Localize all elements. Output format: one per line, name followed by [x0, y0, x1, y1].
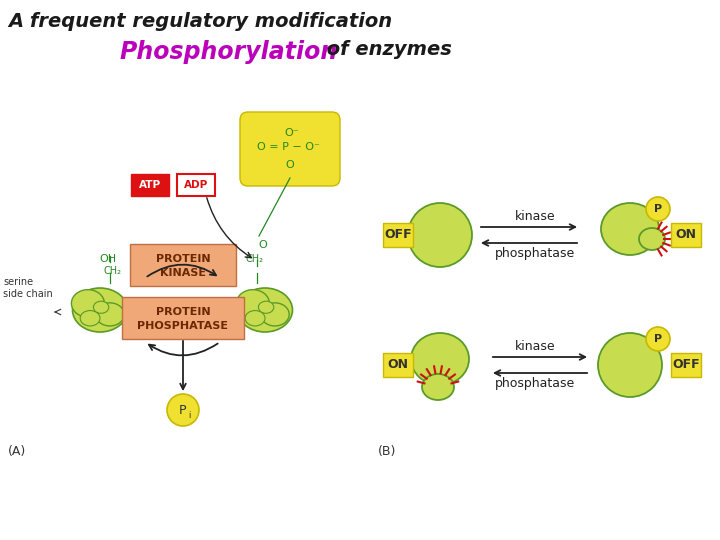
- Text: phosphatase: phosphatase: [495, 377, 575, 390]
- FancyBboxPatch shape: [122, 297, 244, 339]
- Circle shape: [167, 394, 199, 426]
- Ellipse shape: [422, 374, 454, 400]
- FancyBboxPatch shape: [177, 174, 215, 196]
- Text: A frequent regulatory modification: A frequent regulatory modification: [8, 12, 392, 31]
- Ellipse shape: [71, 289, 104, 317]
- Text: ATP: ATP: [139, 180, 161, 190]
- FancyBboxPatch shape: [671, 223, 701, 247]
- Text: kinase: kinase: [515, 340, 555, 353]
- Text: PROTEIN: PROTEIN: [156, 307, 210, 317]
- Text: O⁻: O⁻: [284, 128, 300, 138]
- Text: OFF: OFF: [672, 359, 700, 372]
- Text: P: P: [654, 334, 662, 344]
- Text: (A): (A): [8, 445, 26, 458]
- Text: KINASE: KINASE: [160, 268, 206, 278]
- Text: kinase: kinase: [515, 210, 555, 223]
- Text: serine
side chain: serine side chain: [3, 277, 53, 299]
- Text: OFF: OFF: [384, 228, 412, 241]
- FancyBboxPatch shape: [383, 223, 413, 247]
- Text: Phosphorylation: Phosphorylation: [120, 40, 338, 64]
- FancyBboxPatch shape: [383, 353, 413, 377]
- Ellipse shape: [80, 310, 100, 326]
- Circle shape: [646, 327, 670, 351]
- Text: O: O: [258, 240, 267, 250]
- Text: O: O: [286, 160, 294, 170]
- Ellipse shape: [73, 288, 127, 332]
- Text: phosphatase: phosphatase: [495, 247, 575, 260]
- Text: OH: OH: [99, 254, 117, 264]
- FancyBboxPatch shape: [130, 244, 236, 286]
- Ellipse shape: [238, 288, 292, 332]
- Ellipse shape: [258, 301, 274, 313]
- Text: P: P: [179, 404, 186, 417]
- Text: O = P − O⁻: O = P − O⁻: [256, 142, 320, 152]
- Circle shape: [598, 333, 662, 397]
- Text: PHOSPHATASE: PHOSPHATASE: [138, 321, 228, 331]
- Text: CH₂: CH₂: [103, 266, 121, 276]
- Ellipse shape: [639, 228, 665, 250]
- Ellipse shape: [601, 203, 659, 255]
- Text: P: P: [654, 204, 662, 214]
- Ellipse shape: [411, 333, 469, 385]
- Ellipse shape: [94, 301, 109, 313]
- Text: CH₂: CH₂: [246, 254, 264, 264]
- Text: i: i: [188, 410, 190, 420]
- FancyBboxPatch shape: [240, 112, 340, 186]
- Ellipse shape: [236, 289, 269, 317]
- FancyBboxPatch shape: [671, 353, 701, 377]
- Circle shape: [646, 197, 670, 221]
- Ellipse shape: [261, 303, 289, 326]
- Ellipse shape: [246, 310, 265, 326]
- Ellipse shape: [96, 303, 125, 326]
- Text: ADP: ADP: [184, 180, 208, 190]
- Circle shape: [408, 203, 472, 267]
- Text: ON: ON: [675, 228, 696, 241]
- Text: ON: ON: [387, 359, 408, 372]
- Text: (B): (B): [378, 445, 397, 458]
- Text: PROTEIN: PROTEIN: [156, 254, 210, 264]
- Text: of enzymes: of enzymes: [320, 40, 452, 59]
- FancyBboxPatch shape: [131, 174, 169, 196]
